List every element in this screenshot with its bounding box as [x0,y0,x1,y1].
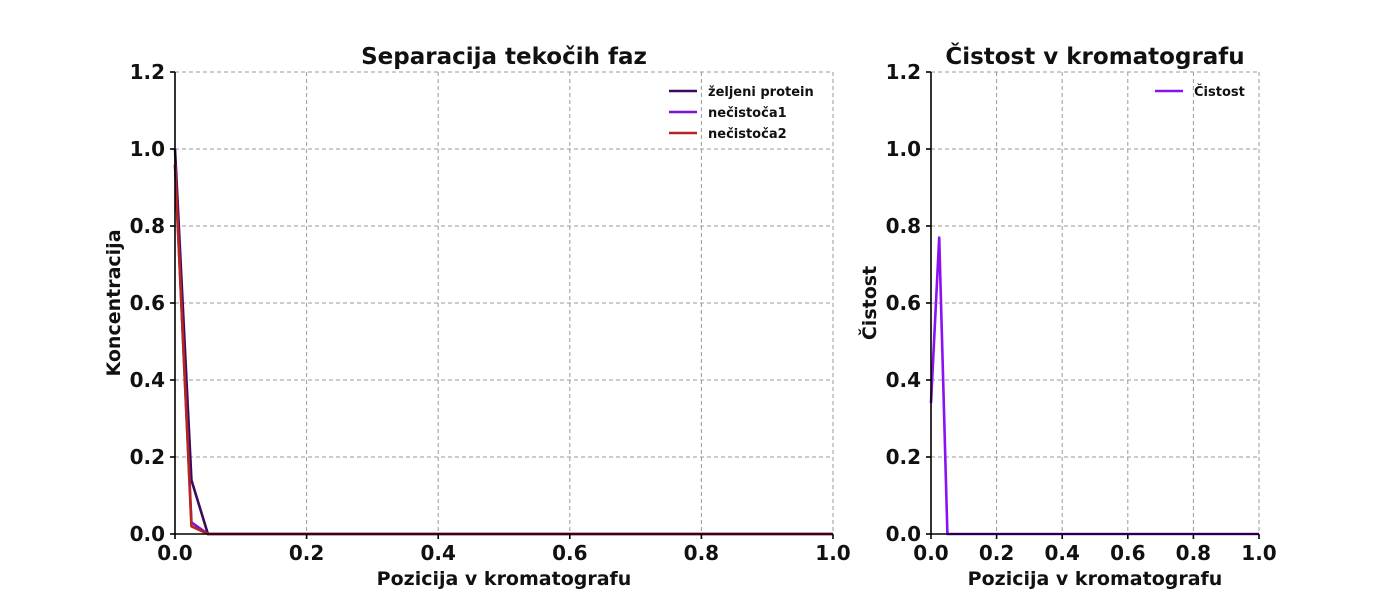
separation-x-tick-label: 0.0 [157,541,192,565]
separation-y-tick-label: 0.0 [130,522,165,546]
separation-y-tick-label: 0.2 [130,445,165,469]
separation-y-axis-label: Koncentracija [103,229,125,376]
separation-x-tick-label: 1.0 [815,541,850,565]
separation-y-tick-label: 0.8 [130,214,165,238]
purity-y-tick-label: 1.0 [886,137,921,161]
purity-y-axis-label: Čistost [857,266,881,340]
separation-ticks: 0.0 0.2 0.4 0.6 0.8 1.0 0.0 0.2 0.4 0.6 0.8 1.0 1.2 [130,60,851,565]
separation-legend-label: željeni protein [708,85,814,100]
purity-y-tick-label: 0.0 [886,522,921,546]
purity-x-tick-label: 1.0 [1241,541,1276,565]
purity-y-tick-label: 0.8 [886,214,921,238]
purity-y-tick-label: 0.6 [886,291,921,315]
purity-x-tick-label: 0.6 [1110,541,1145,565]
separation-y-tick-label: 0.4 [130,368,165,392]
separation-y-tick-label: 1.2 [130,60,165,84]
purity-x-axis-label: Pozicija v kromatografu [968,568,1223,590]
separation-x-tick-label: 0.8 [684,541,719,565]
purity-y-tick-label: 1.2 [886,60,921,84]
purity-y-tick-label: 0.4 [886,368,921,392]
purity-y-tick-label: 0.2 [886,445,921,469]
purity-legend: Čistost [1155,84,1245,100]
purity-x-tick-label: 0.8 [1176,541,1211,565]
separation-legend-label: nečistoča2 [708,127,787,142]
purity-chart: 0.0 0.2 0.4 0.6 0.8 1.00.00.20.40.60.81.01.2 … [857,42,1277,590]
separation-x-tick-label: 0.4 [420,541,455,565]
separation-y-tick-label: 1.0 [130,137,165,161]
purity-x-tick-label: 0.4 [1044,541,1079,565]
separation-legend-label: nečistoča1 [708,106,787,121]
purity-legend-label: Čistost [1194,84,1245,100]
purity-title: Čistost v kromatografu [945,42,1244,70]
purity-ticks: 0.0 0.2 0.4 0.6 0.8 1.0 0.0 0.2 0.4 0.6 0.8 1.0 1.2 [886,60,1277,565]
separation-x-tick-label: 0.6 [552,541,587,565]
separation-x-tick-label: 0.2 [289,541,324,565]
separation-legend: željeni protein nečistoča1 nečistoča2 [669,85,814,142]
purity-x-tick-label: 0.0 [913,541,948,565]
separation-title: Separacija tekočih faz [361,44,647,70]
purity-x-tick-label: 0.2 [979,541,1014,565]
separation-chart: 0.0 0.2 0.4 0.6 0.8 1.00.00.20.40.60.81.01.2 … [103,44,851,590]
separation-x-axis-label: Pozicija v kromatografu [377,568,632,590]
separation-y-tick-label: 0.6 [130,291,165,315]
